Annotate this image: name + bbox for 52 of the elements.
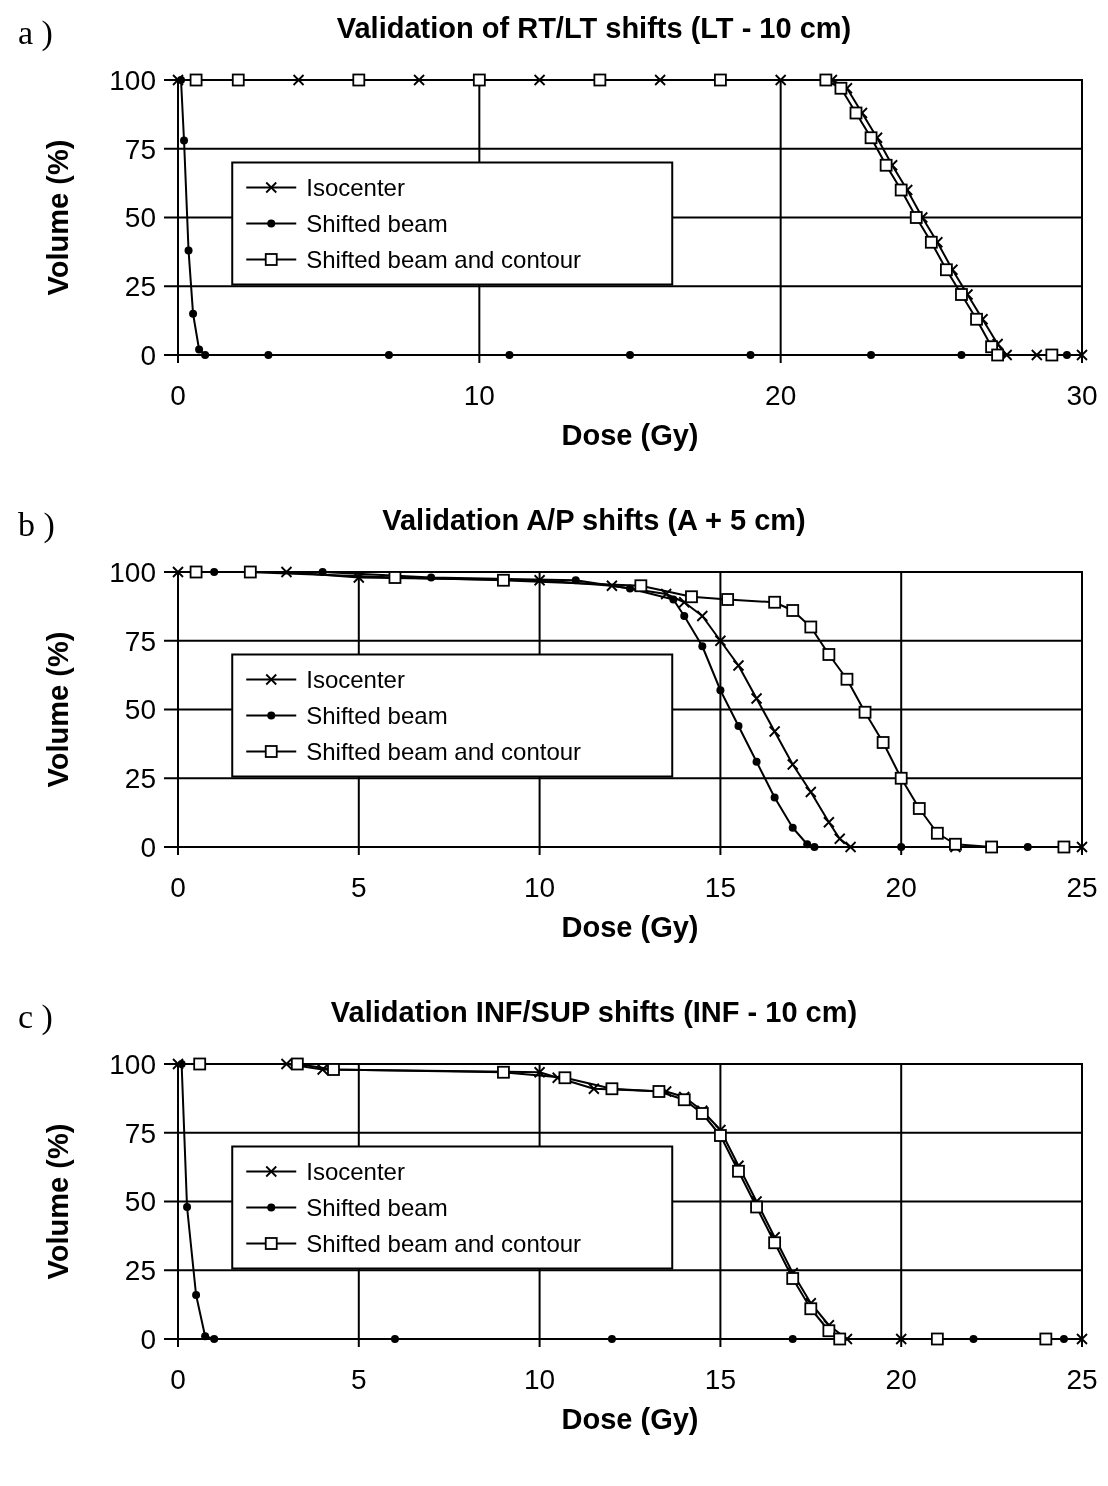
x-tick-label: 0 (170, 380, 186, 411)
y-tick-label: 100 (109, 556, 156, 588)
text: b ) (18, 506, 55, 544)
y-axis-title: Volume (%) (42, 631, 74, 788)
x-tick-label: 10 (524, 1364, 556, 1395)
x-tick-label: 30 (1066, 380, 1098, 411)
x-axis-title: Dose (Gy) (561, 911, 699, 943)
x-tick-label: 20 (765, 380, 797, 411)
x-tick-label: 15 (704, 1364, 736, 1395)
text: a ) (18, 14, 53, 52)
x-tick-label: 25 (1066, 1364, 1098, 1395)
legend-label: Shifted beam and contour (306, 1229, 582, 1257)
x-tick-label: 25 (1066, 872, 1098, 903)
legend-label: Shifted beam (306, 209, 448, 237)
y-axis-title: Volume (%) (42, 139, 74, 296)
x-tick-label: 10 (463, 380, 495, 411)
text: c ) (18, 998, 53, 1036)
x-axis-title: Dose (Gy) (561, 1403, 699, 1435)
x-tick-label: 5 (351, 872, 367, 903)
y-tick-label: 0 (140, 1323, 156, 1355)
y-tick-label: 100 (109, 1048, 156, 1080)
x-tick-label: 0 (170, 872, 186, 903)
y-tick-label: 25 (124, 763, 156, 795)
y-tick-label: 50 (124, 1186, 156, 1218)
x-tick-label: 15 (704, 872, 736, 903)
chart-title: Validation A/P shifts (A + 5 cm) (382, 504, 806, 536)
legend-label: Shifted beam (306, 1193, 448, 1221)
y-tick-label: 100 (109, 64, 156, 96)
legend-label: Isocenter (306, 173, 405, 201)
x-tick-label: 20 (885, 1364, 917, 1395)
legend-label: Shifted beam (306, 701, 448, 729)
y-tick-label: 75 (124, 133, 156, 165)
y-tick-label: 75 (124, 1117, 156, 1149)
legend-label: Shifted beam and contour (306, 737, 582, 765)
x-tick-label: 0 (170, 1364, 186, 1395)
y-tick-label: 75 (124, 625, 156, 657)
x-tick-label: 20 (885, 872, 917, 903)
y-tick-label: 0 (140, 339, 156, 371)
x-tick-label: 5 (351, 1364, 367, 1395)
y-axis-title: Volume (%) (42, 1123, 74, 1280)
y-tick-label: 25 (124, 271, 156, 303)
x-axis-title: Dose (Gy) (561, 419, 699, 451)
chart-title: Validation of RT/LT shifts (LT - 10 cm) (336, 12, 852, 44)
x-tick-label: 10 (524, 872, 556, 903)
y-tick-label: 50 (124, 202, 156, 234)
legend-label: Isocenter (306, 665, 405, 693)
chart-title: Validation INF/SUP shifts (INF - 10 cm) (330, 996, 858, 1028)
legend-label: Shifted beam and contour (306, 245, 582, 273)
y-tick-label: 50 (124, 694, 156, 726)
y-tick-label: 0 (140, 831, 156, 863)
legend-label: Isocenter (306, 1157, 405, 1185)
y-tick-label: 25 (124, 1255, 156, 1287)
